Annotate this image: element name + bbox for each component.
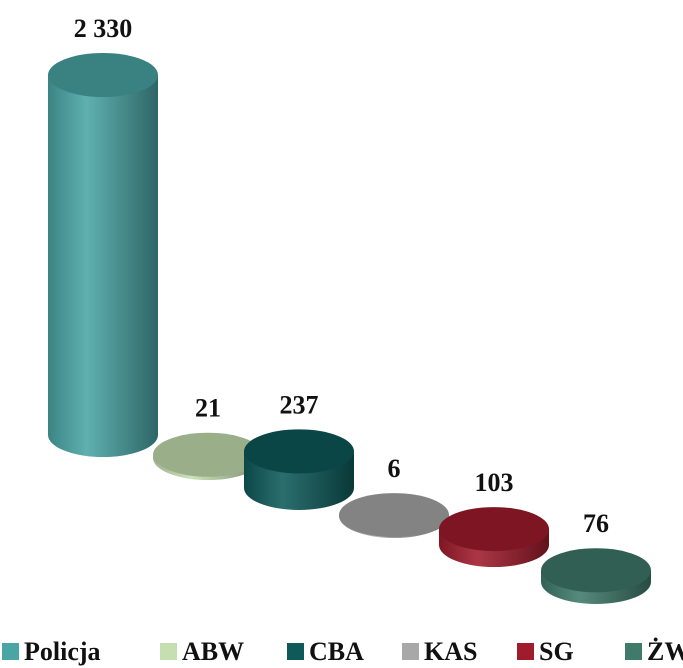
legend-label: ŻW <box>647 637 683 666</box>
cylinder-top <box>153 432 263 477</box>
cylinder-top <box>244 429 354 474</box>
value-label: 21 <box>195 394 221 423</box>
legend-label: CBA <box>309 637 364 666</box>
value-label: 103 <box>475 468 514 497</box>
legend-label: Policja <box>24 637 101 666</box>
legend-swatch <box>160 643 177 660</box>
legend-swatch <box>517 643 534 660</box>
legend-label: ABW <box>182 637 244 666</box>
cylinder-top <box>439 507 549 552</box>
cylinder-top <box>541 548 651 593</box>
legend-label: KAS <box>424 637 477 666</box>
value-label: 76 <box>583 509 609 538</box>
cylinder-top <box>339 493 449 538</box>
cylinder-top <box>48 53 158 97</box>
legend-swatch <box>402 643 419 660</box>
value-label: 6 <box>388 454 401 483</box>
legend-swatch <box>2 643 19 660</box>
legend-swatch <box>625 643 642 660</box>
cylinder <box>48 75 158 457</box>
legend-label: SG <box>539 637 574 666</box>
value-label: 237 <box>280 390 319 419</box>
value-label: 2 330 <box>74 14 133 43</box>
legend-swatch <box>287 643 304 660</box>
